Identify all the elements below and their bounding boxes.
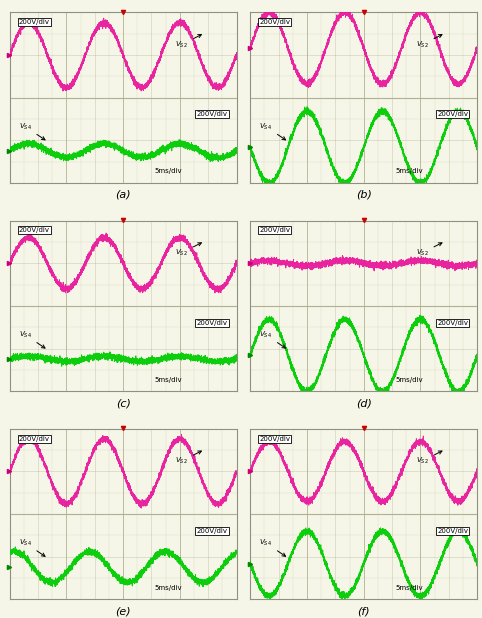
Text: 5ms/div: 5ms/div xyxy=(155,377,182,383)
Text: 200V/div: 200V/div xyxy=(19,19,50,25)
Text: 200V/div: 200V/div xyxy=(197,528,228,534)
Text: 200V/div: 200V/div xyxy=(437,528,468,534)
Text: 200V/div: 200V/div xyxy=(19,227,50,234)
Text: (a): (a) xyxy=(115,190,131,200)
Text: $V_{S4}$: $V_{S4}$ xyxy=(259,538,286,556)
Text: 5ms/div: 5ms/div xyxy=(395,377,423,383)
Text: (c): (c) xyxy=(116,398,131,408)
Text: 200V/div: 200V/div xyxy=(197,111,228,117)
Text: $V_{S4}$: $V_{S4}$ xyxy=(259,329,286,348)
Text: 5ms/div: 5ms/div xyxy=(155,585,182,591)
Text: (d): (d) xyxy=(356,398,372,408)
Text: 200V/div: 200V/div xyxy=(259,19,290,25)
Text: 200V/div: 200V/div xyxy=(197,320,228,326)
Text: $V_{S2}$: $V_{S2}$ xyxy=(416,243,442,258)
Text: $V_{S4}$: $V_{S4}$ xyxy=(19,121,45,140)
Text: (b): (b) xyxy=(356,190,372,200)
Text: $V_{S2}$: $V_{S2}$ xyxy=(175,451,201,466)
Text: 200V/div: 200V/div xyxy=(259,436,290,442)
Text: 200V/div: 200V/div xyxy=(437,111,468,117)
Text: 200V/div: 200V/div xyxy=(259,227,290,234)
Text: $V_{S2}$: $V_{S2}$ xyxy=(175,243,201,258)
Text: $V_{S2}$: $V_{S2}$ xyxy=(416,451,442,466)
Text: $V_{S4}$: $V_{S4}$ xyxy=(259,121,286,140)
Text: 200V/div: 200V/div xyxy=(19,436,50,442)
Text: $V_{S4}$: $V_{S4}$ xyxy=(19,329,45,348)
Text: $V_{S4}$: $V_{S4}$ xyxy=(19,538,45,556)
Text: $V_{S2}$: $V_{S2}$ xyxy=(175,35,201,49)
Text: 5ms/div: 5ms/div xyxy=(155,169,182,174)
Text: 200V/div: 200V/div xyxy=(437,320,468,326)
Text: (f): (f) xyxy=(357,606,370,616)
Text: $V_{S2}$: $V_{S2}$ xyxy=(416,35,442,49)
Text: 5ms/div: 5ms/div xyxy=(395,169,423,174)
Text: 5ms/div: 5ms/div xyxy=(395,585,423,591)
Text: (e): (e) xyxy=(115,606,131,616)
